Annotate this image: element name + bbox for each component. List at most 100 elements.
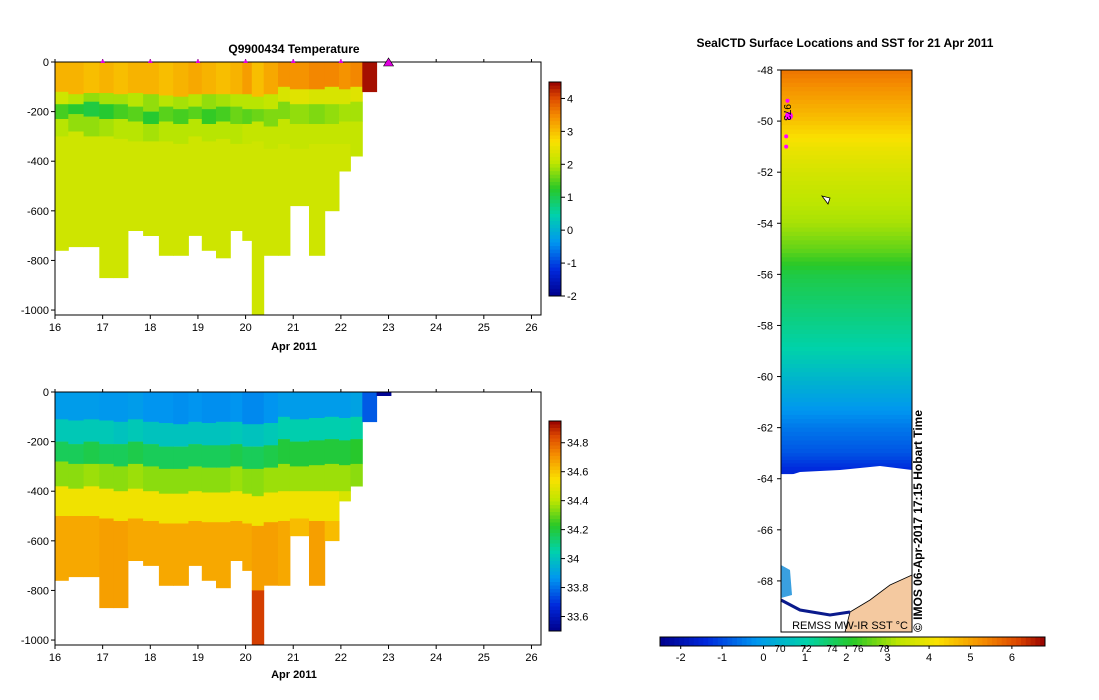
profile-cell-12-4: [230, 143, 243, 231]
profile-cell-15-1: [263, 423, 279, 446]
sst-colorbar-swatch-11: [712, 637, 719, 646]
profile-cell-7-5: [158, 523, 174, 586]
sst-colorbar-swatch-32: [814, 637, 820, 646]
profile-cell-13-5: [242, 523, 253, 571]
profile-cell-19-4: [324, 491, 340, 522]
profile-cell-14-1: [251, 96, 265, 110]
profile-cell-16-3: [278, 119, 291, 145]
sst-colorbar-swatch-18: [746, 637, 752, 646]
map-y-tick-label-5: -58: [757, 320, 773, 332]
seal-position-1: [784, 112, 793, 120]
profile-cell-12-5: [230, 521, 243, 561]
profile-cell-7-2: [158, 446, 174, 470]
profile-cell-10-1: [201, 423, 217, 446]
colorbar-tick-label-6: 33.6: [567, 612, 588, 624]
profile-marker-3: [243, 59, 249, 63]
colorbar-swatch-58: [549, 624, 561, 628]
sst-band-13-3: [781, 414, 912, 420]
colorbar-tick-label-3: 1: [567, 192, 573, 204]
profile-cell-13-2: [242, 446, 253, 470]
sst-colorbar-swatch-52: [910, 637, 916, 646]
colorbar-swatch-14: [549, 470, 561, 474]
colorbar-swatch-28: [549, 519, 561, 523]
sst-overlay-tick-label-1: 72: [800, 644, 812, 655]
profile-cell-2-4: [83, 486, 100, 517]
sst-band-13-5: [781, 423, 912, 429]
profile-cell-7-0: [158, 392, 174, 424]
colorbar-swatch-31: [549, 529, 561, 534]
sst-colorbar-swatch-28: [794, 637, 801, 646]
x-tick-label-10: 26: [525, 652, 537, 664]
sst-colorbar-swatch-7: [693, 637, 699, 646]
profile-cell-0-1: [55, 91, 69, 105]
profile-cell-7-4: [158, 493, 174, 524]
sst-band-10-4: [781, 342, 912, 348]
profile-cell-17-3: [289, 124, 310, 150]
colorbar-swatch-45: [549, 578, 561, 583]
y-tick-label-1: -200: [27, 437, 49, 449]
profile-cell-9-1: [188, 421, 203, 445]
colorbar-swatch-33: [549, 536, 561, 541]
colorbar-swatch-41: [549, 228, 561, 233]
profile-cell-14-4: [251, 496, 265, 527]
sst-colorbar-frame: [659, 636, 1046, 647]
sst-colorbar-swatch-46: [881, 637, 887, 646]
colorbar-swatch-52: [549, 603, 561, 607]
profile-marker-5: [338, 59, 344, 63]
sst-band-7-0: [781, 248, 912, 254]
sst-band-9-0: [781, 299, 912, 305]
profile-cell-19-1: [324, 416, 340, 440]
profile-cell-12-3: [230, 124, 243, 145]
map-y-tick-label-4: -56: [757, 269, 773, 281]
profile-cell-9-2: [188, 444, 203, 467]
sst-band-5-3: [781, 210, 912, 216]
sst-band-15-3: [781, 463, 912, 468]
colorbar-swatch-51: [549, 263, 561, 268]
profile-cell-8-3: [173, 468, 189, 494]
colorbar-swatch-44: [549, 575, 561, 579]
profile-cell-6-4: [143, 141, 160, 236]
colorbar-frame: [548, 81, 562, 297]
profile-cell-19-2: [324, 439, 340, 465]
profile-cell-11-0: [216, 62, 231, 95]
colorbar-swatch-16: [549, 477, 561, 481]
sst-colorbar-swatch-2: [669, 637, 675, 646]
sst-colorbar-swatch-36: [833, 637, 839, 646]
salinity-y-ticks: 0 -200 -400 -600 -800 -1000: [21, 387, 55, 647]
sst-band-5-5: [781, 219, 912, 224]
sst-colorbar-swatch-30: [804, 637, 810, 646]
sst-colorbar-swatch-24: [775, 637, 781, 646]
profile-cell-19-2: [324, 104, 340, 125]
map-y-tick-label-9: -66: [757, 525, 773, 537]
profile-cell-1-3: [68, 114, 84, 132]
colorbar-swatch-38: [549, 554, 561, 558]
profile-cell-2-1: [83, 419, 100, 442]
profile-cell-21-3: [350, 463, 363, 487]
colorbar-swatch-27: [549, 515, 561, 520]
sst-map-panel: SealCTD Surface Locations and SST for 21…: [659, 36, 1046, 664]
profile-cell-19-4: [324, 143, 340, 212]
colorbar-swatch-43: [549, 235, 561, 240]
profile-cell-16-0: [278, 62, 291, 88]
sst-colorbar-tick-label-0: -2: [676, 652, 686, 664]
profile-cell-19-5: [324, 521, 340, 542]
profile-cell-9-5: [188, 521, 203, 566]
colorbar-swatch-11: [549, 459, 561, 464]
sst-colorbar-swatch-19: [751, 637, 757, 646]
sst-colorbar-swatch-76: [1025, 637, 1032, 646]
sst-colorbar-swatch-3: [674, 637, 680, 646]
sst-band-8-2: [781, 282, 912, 288]
profile-cell-5-4: [127, 141, 144, 231]
sst-band-8-0: [781, 274, 912, 280]
colorbar-swatch-18: [549, 146, 561, 151]
profile-cell-0-2: [55, 104, 69, 120]
colorbar-swatch-57: [549, 620, 561, 625]
colorbar-swatch-15: [549, 473, 561, 478]
sst-band-12-0: [781, 376, 912, 382]
colorbar-swatch-20: [549, 491, 561, 495]
sst-band-8-3: [781, 287, 912, 292]
x-tick-label-6: 22: [335, 322, 347, 334]
colorbar-swatch-5: [549, 99, 561, 104]
sst-colorbar-swatch-4: [679, 637, 685, 646]
profile-cell-0-4: [55, 486, 69, 517]
